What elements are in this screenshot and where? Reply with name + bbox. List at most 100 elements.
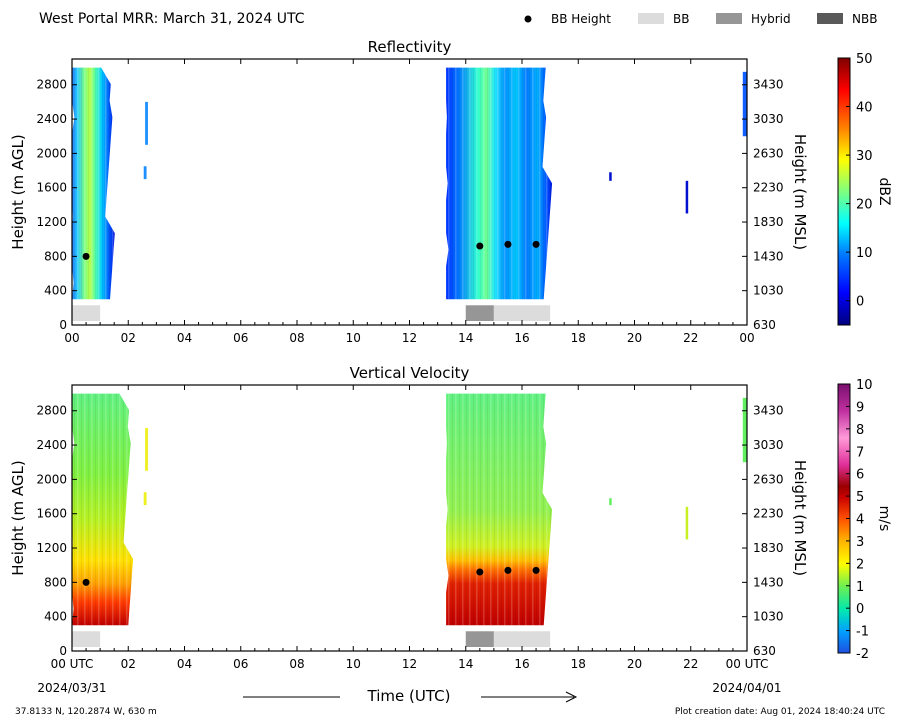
x-tick-label: 02 bbox=[121, 331, 136, 345]
legend-bb-height-label: BB Height bbox=[551, 12, 611, 26]
y-axis-label-right: Height (m MSL) bbox=[791, 460, 809, 576]
end-date-label: 2024/04/01 bbox=[712, 681, 781, 695]
bb-type-bar bbox=[465, 631, 494, 647]
y-tick-label: 2000 bbox=[36, 146, 67, 160]
colorbar-tick-label: 7 bbox=[856, 445, 864, 460]
y-tick-label: 800 bbox=[44, 249, 67, 263]
x-tick-label: 06 bbox=[233, 657, 248, 671]
y-tick-label-right: 1030 bbox=[753, 610, 784, 624]
colorbar-tick-label: -1 bbox=[856, 625, 869, 640]
plot-frame bbox=[71, 384, 748, 652]
y-tick-label-right: 1830 bbox=[753, 215, 784, 229]
bb-height-point bbox=[504, 240, 512, 248]
x-tick-label: 20 bbox=[627, 331, 642, 345]
colorbar-label: dBZ bbox=[876, 177, 892, 205]
y-tick-label-right: 1430 bbox=[753, 575, 784, 589]
echo-region bbox=[145, 427, 148, 471]
vertical-velocity-panel: 00 UTC 02 04 06 08 10 12 14 16 18 20 22 00 UTC040080… bbox=[9, 364, 892, 671]
legend-bb-height-marker bbox=[524, 15, 532, 23]
y-tick-label-right: 2230 bbox=[753, 181, 784, 195]
bb-height-point bbox=[532, 566, 540, 574]
y-tick-label: 0 bbox=[59, 318, 67, 332]
plot-frame bbox=[71, 58, 748, 326]
legend-nbb-label: NBB bbox=[852, 12, 877, 26]
echo-region bbox=[145, 101, 148, 145]
bb-height-point bbox=[476, 568, 484, 576]
y-tick-label: 800 bbox=[44, 575, 67, 589]
bb-height-point bbox=[476, 242, 484, 250]
bb-height-point bbox=[504, 566, 512, 574]
bb-type-bar bbox=[72, 631, 101, 647]
y-tick-label-right: 630 bbox=[753, 318, 776, 332]
panel-title: Reflectivity bbox=[368, 38, 452, 56]
colorbar-tick-label: 50 bbox=[856, 52, 873, 67]
legend-hybrid-swatch bbox=[716, 13, 742, 24]
x-tick-label: 16 bbox=[514, 657, 529, 671]
x-tick-label: 12 bbox=[402, 657, 417, 671]
y-tick-label: 2400 bbox=[36, 438, 67, 452]
colorbar-tick-label: 1 bbox=[856, 580, 864, 595]
figure-legend: BB Height BB Hybrid NBB bbox=[524, 12, 877, 26]
x-tick-label: 08 bbox=[289, 657, 304, 671]
colorbar-tick-label: 6 bbox=[856, 468, 864, 483]
echo-region bbox=[609, 498, 612, 506]
x-tick-label: 04 bbox=[177, 657, 192, 671]
y-tick-label: 2800 bbox=[36, 404, 67, 418]
start-date-label: 2024/03/31 bbox=[37, 681, 106, 695]
colorbar-tick-label: 10 bbox=[856, 378, 873, 393]
colorbar-tick-label: 40 bbox=[856, 101, 873, 116]
legend-bb-label: BB bbox=[673, 12, 689, 26]
x-tick-label: 02 bbox=[121, 657, 136, 671]
y-axis-label: Height (m AGL) bbox=[9, 134, 27, 249]
echo-region bbox=[685, 180, 689, 214]
x-tick-label: 10 bbox=[346, 331, 361, 345]
echo-region-texture bbox=[446, 393, 553, 626]
y-tick-label-right: 2630 bbox=[753, 472, 784, 486]
y-tick-label-right: 2230 bbox=[753, 507, 784, 521]
echo-region-texture bbox=[72, 393, 134, 626]
colorbar-tick-label: 30 bbox=[856, 149, 873, 164]
x-tick-label: 16 bbox=[514, 331, 529, 345]
y-tick-label-right: 3430 bbox=[753, 78, 784, 92]
colorbar-tick-label: 5 bbox=[856, 490, 864, 505]
colorbar-tick-label: 10 bbox=[856, 246, 873, 261]
y-tick-label-right: 2630 bbox=[753, 146, 784, 160]
echo-region bbox=[742, 71, 747, 137]
x-tick-label: 04 bbox=[177, 331, 192, 345]
echo-region-texture bbox=[72, 67, 115, 300]
y-tick-label-right: 3430 bbox=[753, 404, 784, 418]
x-tick-label: 00 bbox=[739, 331, 754, 345]
legend-nbb-swatch bbox=[817, 13, 843, 24]
y-tick-label: 2400 bbox=[36, 112, 67, 126]
x-tick-label: 18 bbox=[571, 331, 586, 345]
x-tick-label: 22 bbox=[683, 331, 698, 345]
y-tick-label: 1600 bbox=[36, 507, 67, 521]
legend-hybrid-label: Hybrid bbox=[751, 12, 791, 26]
colorbar-tick-label: 9 bbox=[856, 400, 864, 415]
y-tick-label-right: 1830 bbox=[753, 541, 784, 555]
colorbar-tick-label: 4 bbox=[856, 513, 864, 528]
echo-region bbox=[685, 506, 689, 540]
bb-type-bar bbox=[493, 305, 551, 321]
y-tick-label-right: 1430 bbox=[753, 249, 784, 263]
y-tick-label: 2800 bbox=[36, 78, 67, 92]
colorbar bbox=[837, 57, 851, 326]
echo-region-texture bbox=[446, 67, 553, 300]
y-tick-label: 2000 bbox=[36, 472, 67, 486]
bb-height-point bbox=[532, 240, 540, 248]
echo-region bbox=[609, 172, 612, 181]
echo-region bbox=[742, 397, 747, 463]
y-tick-label-right: 630 bbox=[753, 644, 776, 658]
y-tick-label: 0 bbox=[59, 644, 67, 658]
bb-type-bar bbox=[72, 305, 101, 321]
colorbar-tick-label: -2 bbox=[856, 647, 869, 662]
x-tick-label: 00 UTC bbox=[726, 657, 769, 671]
y-axis-label-right: Height (m MSL) bbox=[791, 134, 809, 250]
x-tick-label: 14 bbox=[458, 331, 473, 345]
x-tick-label: 20 bbox=[627, 657, 642, 671]
x-tick-label: 00 UTC bbox=[51, 657, 94, 671]
creation-date-text: Plot creation date: Aug 01, 2024 18:40:2… bbox=[675, 707, 885, 717]
x-tick-label: 12 bbox=[402, 331, 417, 345]
y-tick-label: 1600 bbox=[36, 181, 67, 195]
